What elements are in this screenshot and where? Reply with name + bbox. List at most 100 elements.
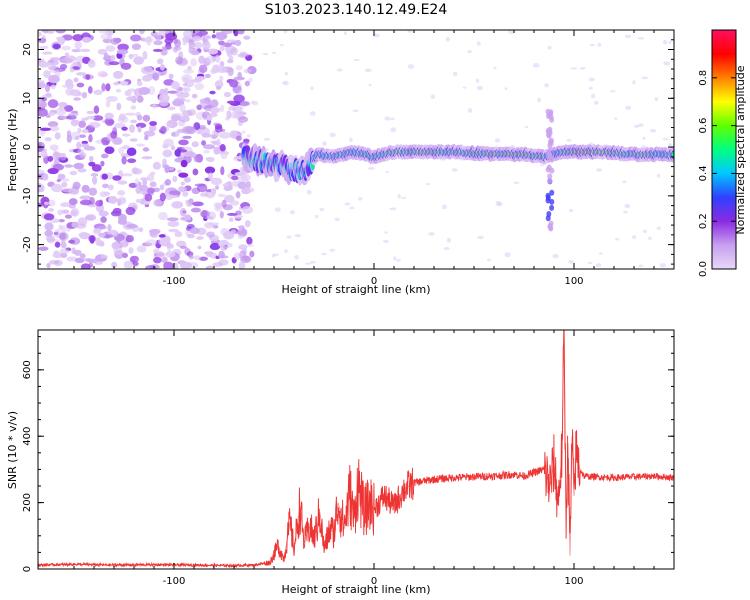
noise-speck	[222, 183, 229, 187]
noise-speck	[47, 155, 54, 162]
noise-speck	[224, 194, 235, 203]
noise-speck	[233, 76, 245, 81]
noise-speck	[38, 108, 48, 117]
noise-speck	[136, 95, 144, 103]
noise-speck	[199, 209, 211, 218]
noise-speck	[128, 124, 136, 133]
noise-speck	[218, 250, 225, 259]
noise-speck	[100, 216, 107, 223]
noise-speck	[164, 164, 170, 174]
noise-speck	[97, 240, 104, 246]
noise-speck	[152, 161, 162, 170]
noise-speck	[242, 138, 250, 143]
noise-speck	[204, 166, 216, 174]
noise-speck	[147, 187, 155, 194]
noise-speck	[79, 195, 92, 200]
noise-speck	[272, 51, 276, 54]
noise-speck	[130, 119, 137, 124]
noise-speck	[56, 179, 61, 183]
noise-speck	[233, 214, 244, 219]
noise-speck	[141, 156, 153, 160]
noise-speck	[152, 199, 163, 207]
noise-speck	[282, 80, 289, 86]
noise-speck	[476, 85, 483, 91]
noise-speck	[182, 82, 188, 87]
noise-speck	[79, 48, 91, 53]
noise-speck	[201, 133, 212, 138]
x-tick-label: -100	[163, 576, 186, 587]
noise-speck	[138, 86, 151, 95]
noise-speck	[113, 250, 124, 255]
noise-speck	[132, 261, 139, 267]
noise-speck	[218, 40, 225, 46]
noise-speck	[200, 192, 209, 197]
noise-speck	[632, 80, 636, 85]
noise-speck	[124, 89, 132, 97]
noise-speck	[97, 70, 108, 78]
noise-speck	[179, 103, 186, 113]
y-tick-label: 20	[22, 43, 33, 56]
noise-speck	[227, 59, 234, 64]
snr-y-label: SNR (10 * v/v)	[6, 411, 19, 489]
noise-speck	[126, 95, 139, 102]
noise-speck	[188, 198, 194, 205]
snr-marks	[38, 330, 674, 569]
noise-speck	[462, 86, 467, 89]
noise-speck	[138, 30, 145, 35]
noise-speck	[58, 218, 65, 223]
noise-speck	[124, 112, 136, 116]
noise-speck	[149, 228, 161, 235]
noise-speck	[214, 80, 224, 89]
noise-speck	[389, 117, 395, 121]
noise-speck	[142, 50, 148, 60]
noise-speck	[113, 70, 124, 79]
noise-speck	[101, 173, 108, 180]
noise-speck	[86, 110, 95, 115]
noise-speck	[148, 124, 157, 132]
colorbar-tick-label: 0.4	[698, 165, 709, 181]
noise-speck	[209, 242, 221, 251]
noise-speck	[396, 258, 401, 262]
noise-speck	[117, 116, 129, 124]
noise-speck	[321, 252, 327, 256]
noise-speck	[194, 76, 206, 81]
noise-speck	[184, 214, 192, 221]
noise-speck	[668, 40, 672, 45]
noise-speck	[309, 111, 316, 116]
noise-speck	[70, 119, 80, 125]
noise-speck	[487, 258, 492, 262]
noise-speck	[188, 41, 196, 49]
colorbar: 0.0 0.2 0.4 0.6 0.8 Normalized spectral ampl…	[698, 29, 747, 277]
noise-speck	[214, 205, 223, 212]
noise-speck	[186, 224, 195, 229]
noise-speck	[141, 74, 152, 82]
spike-mark	[548, 139, 554, 146]
noise-speck	[182, 191, 189, 197]
noise-speck	[98, 232, 106, 237]
noise-speck	[169, 167, 174, 171]
noise-speck	[183, 76, 190, 84]
noise-speck	[95, 200, 103, 207]
noise-speck	[72, 181, 81, 190]
noise-speck	[590, 93, 596, 99]
noise-speck	[102, 183, 109, 189]
noise-speck	[364, 68, 372, 73]
noise-speck	[101, 153, 109, 159]
noise-speck	[129, 138, 138, 142]
noise-speck	[580, 67, 586, 70]
noise-speck	[210, 188, 217, 195]
noise-speck	[47, 121, 59, 128]
noise-speck	[495, 200, 501, 206]
noise-speck	[214, 125, 223, 133]
noise-speck	[235, 65, 243, 71]
noise-speck	[243, 54, 249, 57]
noise-speck	[48, 199, 56, 207]
noise-speck	[78, 232, 90, 238]
noise-speck	[428, 232, 435, 236]
noise-speck	[167, 106, 176, 111]
noise-speck	[68, 189, 80, 195]
noise-speck	[48, 208, 54, 212]
noise-speck	[504, 252, 511, 258]
noise-speck	[336, 68, 343, 72]
